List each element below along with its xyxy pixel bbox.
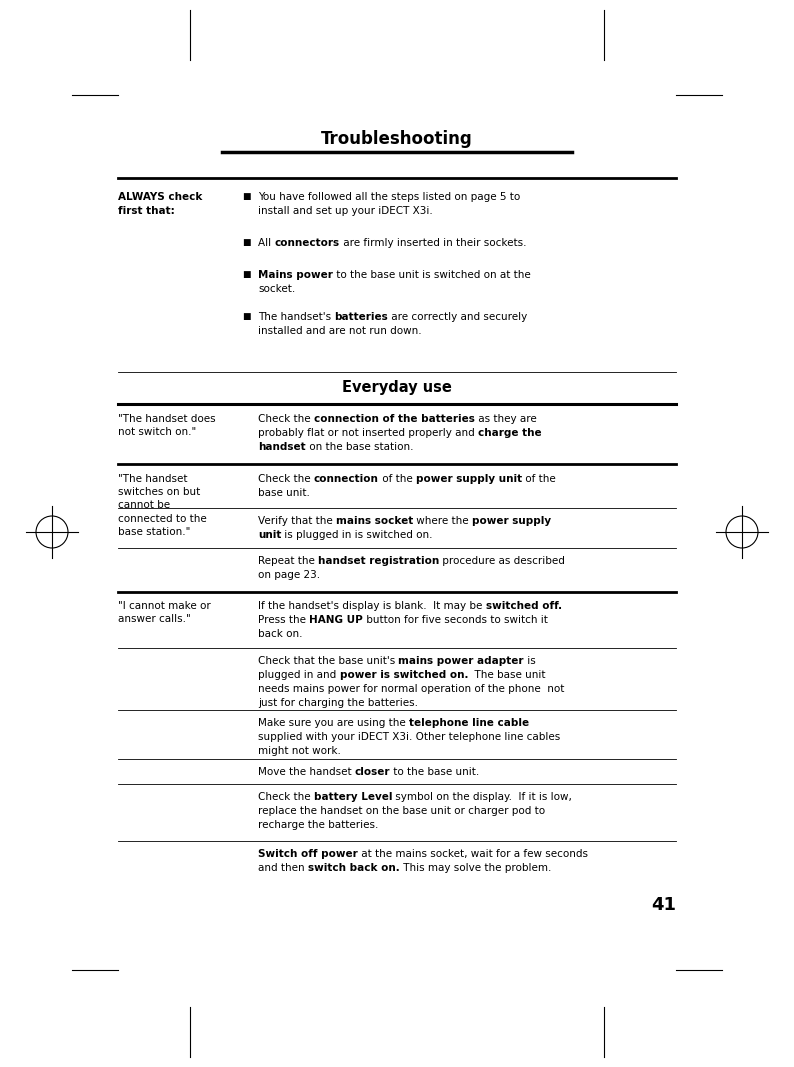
Text: charge the: charge the [478,428,542,437]
Text: button for five seconds to switch it: button for five seconds to switch it [363,615,548,625]
Text: handset: handset [258,442,306,451]
Text: probably flat or not inserted properly and: probably flat or not inserted properly a… [258,428,478,437]
Text: switched off.: switched off. [486,601,561,611]
Text: power is switched on.: power is switched on. [340,670,468,680]
Text: If the handset's display is blank.  It may be: If the handset's display is blank. It ma… [258,601,486,611]
Text: You have followed all the steps listed on page 5 to: You have followed all the steps listed o… [258,192,520,202]
Text: is: is [524,656,536,666]
Text: Check the: Check the [258,792,314,802]
Text: Check the: Check the [258,474,314,484]
Text: to the base unit.: to the base unit. [391,767,480,777]
Text: might not work.: might not work. [258,746,341,755]
Text: "The handset
switches on but
cannot be
connected to the
base station.": "The handset switches on but cannot be c… [118,474,206,537]
Text: All: All [258,238,275,248]
Text: of the: of the [522,474,556,484]
Text: just for charging the batteries.: just for charging the batteries. [258,698,418,707]
Text: where the: where the [413,516,472,526]
Text: mains power adapter: mains power adapter [399,656,524,666]
Text: The handset's: The handset's [258,312,334,322]
Text: base unit.: base unit. [258,488,310,498]
Text: on the base station.: on the base station. [306,442,413,451]
Text: switch back on.: switch back on. [308,863,399,873]
Text: recharge the batteries.: recharge the batteries. [258,819,379,830]
Text: HANG UP: HANG UP [309,615,363,625]
Text: Mains power: Mains power [258,270,333,280]
Text: plugged in and: plugged in and [258,670,340,680]
Text: handset registration: handset registration [318,556,439,566]
Text: connection: connection [314,474,379,484]
Text: Repeat the: Repeat the [258,556,318,566]
Text: ■: ■ [242,238,250,246]
Text: as they are: as they are [475,414,537,424]
Text: "I cannot make or
answer calls.": "I cannot make or answer calls." [118,601,210,624]
Text: is plugged in is switched on.: is plugged in is switched on. [281,530,433,540]
Text: back on.: back on. [258,628,303,639]
Text: 41: 41 [651,896,676,914]
Text: supplied with your iDECT X3i. Other telephone line cables: supplied with your iDECT X3i. Other tele… [258,732,561,742]
Text: closer: closer [355,767,391,777]
Text: installed and are not run down.: installed and are not run down. [258,325,422,336]
Text: unit: unit [258,530,281,540]
Text: and then: and then [258,863,308,873]
Text: replace the handset on the base unit or charger pod to: replace the handset on the base unit or … [258,806,545,816]
Text: connection of the batteries: connection of the batteries [314,414,475,424]
Text: are firmly inserted in their sockets.: are firmly inserted in their sockets. [340,238,526,248]
Text: batteries: batteries [334,312,388,322]
Text: Make sure you are using the: Make sure you are using the [258,718,409,728]
Text: on page 23.: on page 23. [258,570,320,579]
Text: Verify that the: Verify that the [258,516,336,526]
Text: needs mains power for normal operation of the phone  not: needs mains power for normal operation o… [258,684,565,694]
Text: Move the handset: Move the handset [258,767,355,777]
Text: power supply: power supply [472,516,551,526]
Text: telephone line cable: telephone line cable [409,718,529,728]
Text: install and set up your iDECT X3i.: install and set up your iDECT X3i. [258,206,433,216]
Text: "The handset does
not switch on.": "The handset does not switch on." [118,414,216,437]
Text: ALWAYS check
first that:: ALWAYS check first that: [118,192,202,216]
Text: symbol on the display.  If it is low,: symbol on the display. If it is low, [392,792,572,802]
Text: ■: ■ [242,270,250,278]
Text: ■: ■ [242,312,250,321]
Text: power supply unit: power supply unit [416,474,522,484]
Text: ■: ■ [242,192,250,201]
Text: connectors: connectors [275,238,340,248]
Text: Press the: Press the [258,615,309,625]
Text: of the: of the [379,474,416,484]
Text: Troubleshooting: Troubleshooting [321,130,473,148]
Text: mains socket: mains socket [336,516,413,526]
Text: This may solve the problem.: This may solve the problem. [399,863,551,873]
Text: Switch off power: Switch off power [258,849,358,859]
Text: battery Level: battery Level [314,792,392,802]
Text: are correctly and securely: are correctly and securely [388,312,527,322]
Text: to the base unit is switched on at the: to the base unit is switched on at the [333,270,530,280]
Text: Check that the base unit's: Check that the base unit's [258,656,399,666]
Text: at the mains socket, wait for a few seconds: at the mains socket, wait for a few seco… [358,849,588,859]
Text: The base unit: The base unit [468,670,545,680]
Text: Check the: Check the [258,414,314,424]
Text: procedure as described: procedure as described [439,556,565,566]
Text: socket.: socket. [258,284,295,293]
Text: Everyday use: Everyday use [342,380,452,395]
